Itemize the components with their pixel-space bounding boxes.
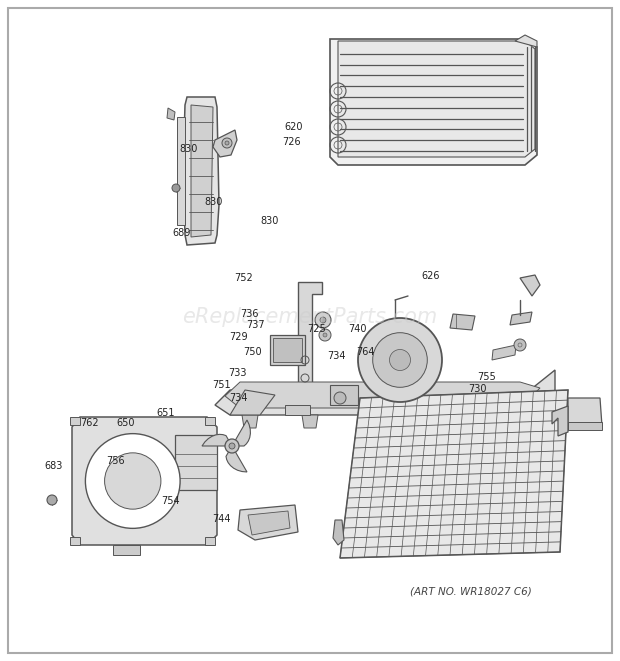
Polygon shape [338, 41, 535, 157]
Text: 736: 736 [241, 309, 259, 319]
Text: 689: 689 [172, 227, 191, 238]
Polygon shape [502, 415, 518, 428]
Polygon shape [225, 382, 540, 408]
Bar [70, 537, 80, 545]
Polygon shape [230, 390, 275, 415]
Text: 651: 651 [157, 408, 175, 418]
Polygon shape [372, 415, 388, 428]
Bar [205, 537, 215, 545]
Polygon shape [302, 415, 318, 428]
Text: 626: 626 [422, 271, 440, 282]
Bar [568, 422, 602, 430]
Circle shape [323, 333, 327, 337]
Text: (ART NO. WR18027 C6): (ART NO. WR18027 C6) [410, 586, 532, 597]
Polygon shape [232, 420, 250, 446]
Polygon shape [515, 35, 537, 47]
Text: 755: 755 [477, 371, 496, 382]
Text: 683: 683 [45, 461, 63, 471]
Text: 751: 751 [212, 379, 231, 390]
Polygon shape [191, 105, 213, 237]
Bar [205, 417, 215, 425]
Polygon shape [340, 390, 568, 558]
Circle shape [225, 439, 239, 453]
Circle shape [86, 434, 180, 528]
Text: 830: 830 [205, 196, 223, 207]
Bar [270, 335, 305, 365]
Text: 764: 764 [356, 346, 375, 357]
Text: 740: 740 [348, 324, 367, 334]
Text: 725: 725 [307, 324, 326, 334]
Text: 752: 752 [234, 272, 253, 283]
Circle shape [315, 312, 331, 328]
Polygon shape [510, 312, 532, 325]
Polygon shape [112, 545, 140, 555]
Polygon shape [552, 406, 568, 436]
Polygon shape [248, 511, 290, 535]
Bar [175, 435, 217, 490]
Bar [70, 417, 80, 425]
Polygon shape [226, 446, 247, 472]
Text: eReplacementParts.com: eReplacementParts.com [182, 307, 438, 327]
Text: 762: 762 [81, 418, 99, 428]
Polygon shape [298, 282, 322, 390]
Text: 750: 750 [243, 346, 262, 357]
Circle shape [320, 317, 326, 323]
Circle shape [47, 495, 57, 505]
Text: 726: 726 [282, 137, 301, 147]
Text: 733: 733 [228, 368, 247, 379]
Text: 729: 729 [229, 332, 248, 342]
Polygon shape [492, 345, 516, 360]
Polygon shape [285, 405, 310, 415]
Bar [273, 338, 302, 362]
Circle shape [373, 332, 427, 387]
Polygon shape [177, 117, 185, 225]
Polygon shape [568, 398, 602, 430]
Polygon shape [238, 505, 298, 540]
Circle shape [222, 138, 232, 148]
Circle shape [514, 339, 526, 351]
Polygon shape [333, 520, 344, 545]
Circle shape [319, 329, 331, 341]
Polygon shape [520, 275, 540, 296]
Text: 754: 754 [161, 496, 180, 506]
Circle shape [358, 318, 442, 402]
Polygon shape [213, 130, 237, 157]
Polygon shape [450, 314, 475, 330]
Text: 830: 830 [260, 216, 279, 227]
Circle shape [105, 453, 161, 509]
Circle shape [225, 141, 229, 145]
Circle shape [172, 184, 180, 192]
Text: 734: 734 [327, 350, 346, 361]
Text: 730: 730 [468, 383, 487, 394]
Text: 734: 734 [229, 393, 248, 403]
Text: 620: 620 [284, 122, 303, 132]
Text: 737: 737 [246, 320, 265, 330]
Polygon shape [202, 434, 232, 446]
Bar [330, 385, 358, 405]
Text: 650: 650 [117, 418, 135, 428]
Text: 744: 744 [212, 514, 231, 524]
Text: 756: 756 [107, 456, 125, 467]
Polygon shape [442, 415, 458, 428]
Polygon shape [330, 39, 537, 165]
Polygon shape [242, 415, 258, 428]
Circle shape [229, 443, 235, 449]
Circle shape [389, 350, 410, 371]
Polygon shape [215, 370, 555, 415]
Polygon shape [167, 108, 175, 120]
Polygon shape [183, 97, 219, 245]
Circle shape [334, 392, 346, 404]
Text: 830: 830 [180, 143, 198, 154]
Polygon shape [72, 417, 217, 545]
